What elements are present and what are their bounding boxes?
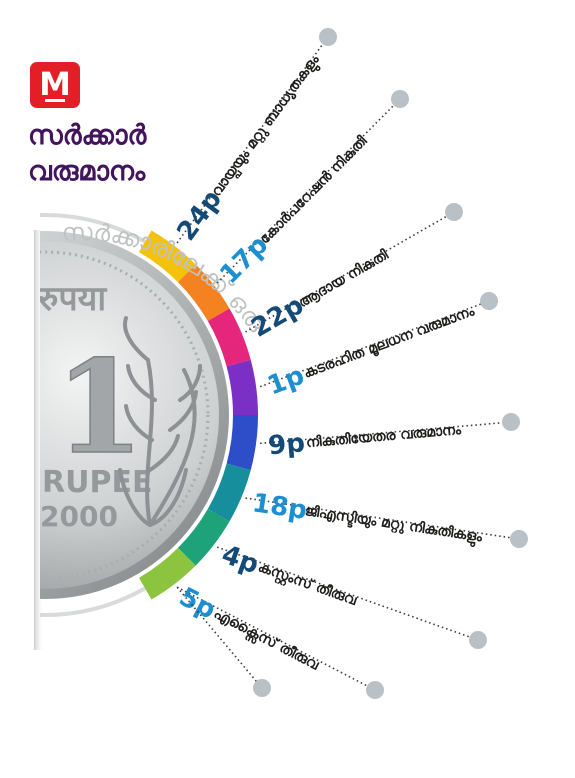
- value-6: 4p: [218, 540, 263, 581]
- dot-2: [445, 203, 463, 221]
- segment-2: [207, 308, 251, 367]
- dot-7: [366, 681, 384, 699]
- value-5: 18p: [250, 488, 309, 526]
- leader-line-1: [216, 98, 401, 284]
- segment-7: [139, 547, 196, 600]
- segment-5: [207, 463, 251, 522]
- coin: रुपया 1 RUPEE 2000: [37, 231, 229, 599]
- segment-1: [177, 264, 230, 321]
- segment-6: [177, 509, 230, 566]
- leader-line-5: [245, 497, 520, 540]
- dot-extra-0: [253, 679, 271, 697]
- logo: M: [30, 62, 80, 108]
- dot-1: [391, 90, 409, 108]
- segment-band: [139, 230, 258, 600]
- callout-4: 9p നികുതിയേതര വരുമാനം: [267, 422, 463, 461]
- label-5: ജിഎസ്ടിയും മറ്റു നികുതികളും: [303, 503, 484, 549]
- dot-6: [469, 631, 487, 649]
- coin-year: 2000: [40, 500, 118, 533]
- dot-0: [319, 28, 337, 46]
- segment-3: [226, 359, 258, 415]
- segment-4: [226, 415, 258, 471]
- label-1: കോർപറേഷൻ നികുതി: [257, 133, 371, 248]
- leader-line-3: [259, 300, 490, 388]
- leader-line-6: [216, 546, 479, 641]
- logo-letter: M: [39, 65, 71, 103]
- dot-5: [510, 530, 528, 548]
- coin-beads: [40, 250, 210, 580]
- dot-4: [502, 413, 520, 431]
- value-4: 9p: [267, 428, 306, 461]
- coin-denomination: 1: [55, 333, 144, 483]
- wheat-emblem-icon: [118, 316, 202, 527]
- page-shade: [34, 230, 44, 650]
- label-7: എക്സൈസ് തീരുവ: [210, 606, 322, 677]
- coin-face-bottom: RUPEE: [42, 465, 152, 500]
- leader-line-7: [176, 586, 376, 691]
- title-line-1: സർക്കാർ: [28, 120, 147, 151]
- logo-bar: [45, 99, 65, 102]
- coin-face-top: रुपया: [37, 279, 107, 319]
- label-6: കസ്റ്റംസ് തീരുവ: [255, 559, 359, 611]
- label-0: വായ്പയും മറ്റു ബാധ്യതകളും: [208, 51, 325, 201]
- dot-3: [480, 292, 498, 310]
- leader-line-4: [260, 421, 512, 445]
- leader-line-0: [176, 36, 329, 244]
- label-4: നികുതിയേതര വരുമാനം: [305, 422, 462, 451]
- label-2: ആദായ നികുതി: [296, 247, 392, 312]
- title-line-2: വരുമാനം: [28, 156, 146, 187]
- segment-0: [139, 230, 196, 283]
- label-3: കടരഹിത മൂലധന വരുമാനം: [302, 303, 478, 383]
